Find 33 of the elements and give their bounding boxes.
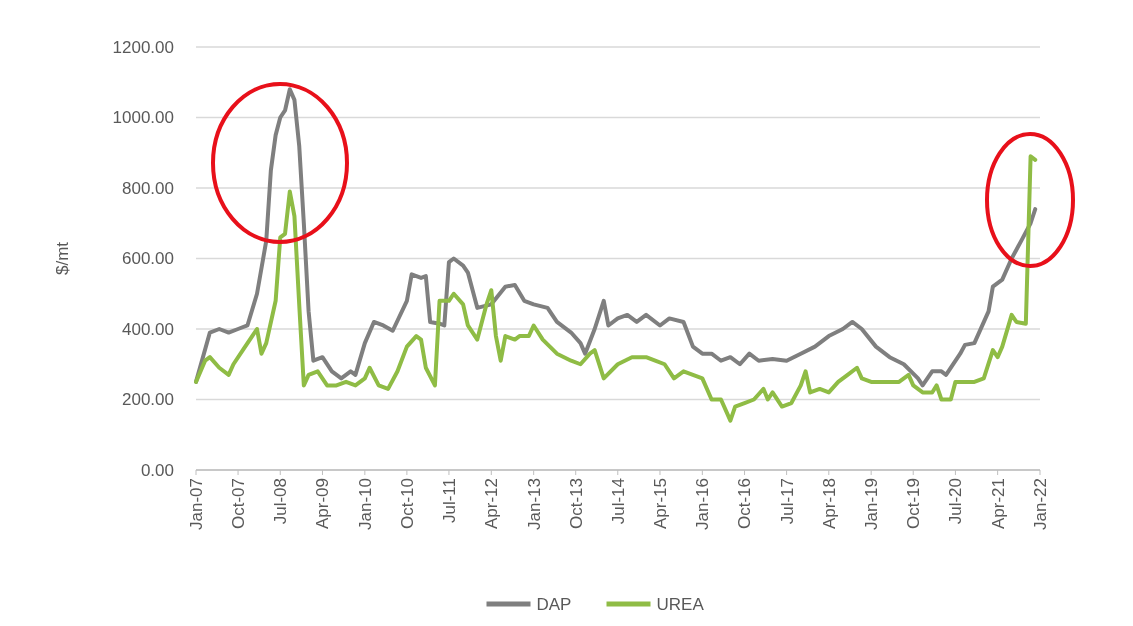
y-tick-label: 0.00 xyxy=(140,460,174,480)
x-tick-label: Jul-14 xyxy=(608,478,628,525)
legend-label: DAP xyxy=(536,594,572,614)
line-series xyxy=(194,87,1038,388)
x-tick-label: Jan-07 xyxy=(186,478,206,530)
x-tick-label: Jan-13 xyxy=(524,478,544,530)
x-tick-label: Jul-17 xyxy=(777,478,797,525)
x-tick-label: Jan-22 xyxy=(1030,478,1050,530)
y-tick-label: 800.00 xyxy=(122,178,174,198)
y-tick-label: 400.00 xyxy=(122,319,174,339)
x-tick-label: Jul-08 xyxy=(271,478,291,525)
x-tick-label: Oct-07 xyxy=(229,478,248,530)
x-tick-label: Jan-10 xyxy=(355,478,375,530)
y-tick-label: 600.00 xyxy=(122,249,174,269)
x-tick-label: Jan-16 xyxy=(693,478,713,530)
x-tick-label: Apr-15 xyxy=(650,478,670,530)
x-tick-label: Apr-09 xyxy=(313,478,333,530)
line-series xyxy=(194,154,1038,423)
x-tick-label: Jan-19 xyxy=(862,478,882,530)
y-tick-label: 1000.00 xyxy=(112,108,174,128)
x-tick-label: Oct-16 xyxy=(735,478,755,530)
y-axis-title: $/mt xyxy=(53,241,72,276)
y-tick-label: 200.00 xyxy=(122,390,174,410)
y-tick-label: 1200.00 xyxy=(112,37,174,57)
x-tick-label: Apr-21 xyxy=(988,478,1008,530)
x-tick-label: Oct-19 xyxy=(904,478,924,530)
x-tick-label: Oct-10 xyxy=(397,478,417,530)
x-tick-label: Jul-20 xyxy=(946,478,966,525)
x-tick-label: Apr-12 xyxy=(482,478,502,530)
x-tick-label: Oct-13 xyxy=(566,478,586,530)
x-tick-label: Apr-18 xyxy=(819,478,839,530)
x-tick-label: Jul-11 xyxy=(439,478,459,524)
legend-label: UREA xyxy=(656,594,705,614)
